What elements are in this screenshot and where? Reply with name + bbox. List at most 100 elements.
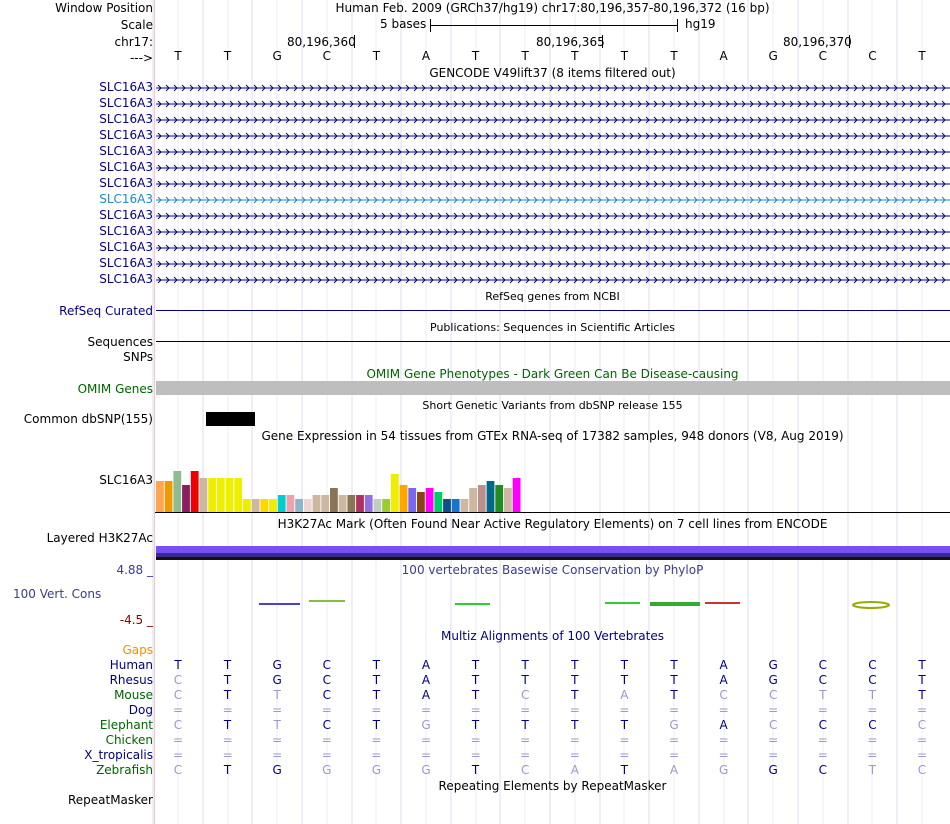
- scale-bar: [430, 25, 677, 26]
- refseq-line[interactable]: [156, 310, 950, 311]
- multiz-aligned-base: G: [371, 763, 382, 777]
- multiz-species-label[interactable]: Chicken: [105, 733, 153, 747]
- multiz-aligned-base: G: [718, 763, 729, 777]
- multiz-aligned-base: =: [867, 733, 878, 747]
- gtex-tissue-bar: [286, 495, 295, 513]
- multiz-aligned-base: C: [868, 718, 877, 732]
- multiz-species-label[interactable]: Human: [109, 658, 153, 672]
- multiz-species-label[interactable]: Dog: [128, 703, 153, 717]
- gtex-title[interactable]: Gene Expression in 54 tissues from GTEx …: [261, 429, 844, 443]
- gencode-transcript-line[interactable]: [155, 259, 950, 269]
- multiz-aligned-base: C: [322, 718, 331, 732]
- gtex-tissue-bar: [451, 499, 460, 513]
- gencode-transcript-line[interactable]: [155, 243, 950, 253]
- gencode-gene-label[interactable]: SLC16A3: [99, 192, 153, 206]
- multiz-title[interactable]: Multiz Alignments of 100 Vertebrates: [440, 629, 665, 643]
- multiz-species-label[interactable]: X_tropicalis: [84, 748, 153, 762]
- gencode-transcript-line[interactable]: [155, 83, 950, 93]
- gencode-gene-label[interactable]: SLC16A3: [99, 272, 153, 286]
- phylop-signal[interactable]: [155, 595, 950, 615]
- gencode-gene-label[interactable]: SLC16A3: [99, 224, 153, 238]
- gencode-transcript-line[interactable]: [155, 227, 950, 237]
- gtex-tissue-bar: [164, 481, 173, 513]
- multiz-species-label[interactable]: Elephant: [99, 718, 153, 732]
- publications-title[interactable]: Publications: Sequences in Scientific Ar…: [430, 321, 675, 334]
- gtex-tissue-bar: [408, 488, 417, 513]
- repeatmasker-label[interactable]: RepeatMasker: [67, 793, 153, 807]
- h3k27ac-signal-band[interactable]: [156, 546, 950, 553]
- gaps-label[interactable]: Gaps: [122, 643, 153, 657]
- multiz-aligned-base: T: [620, 658, 629, 672]
- gtex-bar-chart[interactable]: [155, 443, 535, 513]
- gencode-gene-label[interactable]: SLC16A3: [99, 160, 153, 174]
- snps-label[interactable]: SNPs: [123, 350, 153, 364]
- reference-base: G: [768, 49, 778, 63]
- gencode-gene-label[interactable]: SLC16A3: [99, 144, 153, 158]
- gencode-gene-label[interactable]: SLC16A3: [99, 80, 153, 94]
- gencode-transcript-line[interactable]: [155, 99, 950, 109]
- gencode-gene-label[interactable]: SLC16A3: [99, 176, 153, 190]
- reference-base: C: [818, 49, 827, 63]
- gencode-gene-label[interactable]: SLC16A3: [99, 96, 153, 110]
- multiz-aligned-base: =: [222, 748, 233, 762]
- publications-label[interactable]: Sequences: [87, 335, 153, 349]
- multiz-aligned-base: C: [173, 673, 183, 687]
- h3k27ac-label[interactable]: Layered H3K27Ac: [46, 531, 153, 545]
- multiz-aligned-base: C: [322, 688, 331, 702]
- gencode-gene-label[interactable]: SLC16A3: [99, 256, 153, 270]
- multiz-aligned-base: C: [173, 763, 183, 777]
- multiz-aligned-base: A: [669, 763, 679, 777]
- gencode-transcript-line[interactable]: [155, 275, 950, 285]
- multiz-aligned-base: C: [520, 688, 530, 702]
- repeatmasker-title[interactable]: Repeating Elements by RepeatMasker: [438, 779, 667, 793]
- gencode-transcript-line[interactable]: [155, 115, 950, 125]
- reference-base: T: [372, 49, 381, 63]
- dbsnp-title[interactable]: Short Genetic Variants from dbSNP releas…: [422, 399, 683, 412]
- dbsnp-label[interactable]: Common dbSNP(155): [23, 412, 153, 426]
- gencode-transcript-line[interactable]: [155, 147, 950, 157]
- h3k27ac-signal-base[interactable]: [156, 557, 950, 560]
- multiz-aligned-base: =: [619, 733, 630, 747]
- scale-bar-right-tick: [677, 19, 678, 32]
- multiz-aligned-base: G: [421, 718, 431, 732]
- refseq-title[interactable]: RefSeq genes from NCBI: [485, 290, 620, 303]
- omim-bar[interactable]: [156, 381, 950, 395]
- multiz-aligned-base: =: [520, 703, 531, 717]
- publications-line[interactable]: [156, 341, 950, 342]
- dbsnp-variant-block[interactable]: [206, 412, 255, 426]
- multiz-aligned-base: T: [223, 763, 232, 777]
- gencode-gene-label[interactable]: SLC16A3: [99, 240, 153, 254]
- gencode-transcript-line[interactable]: [155, 131, 950, 141]
- h3k27ac-signal-lower[interactable]: [156, 553, 950, 557]
- gencode-transcript-line[interactable]: [155, 163, 950, 173]
- multiz-aligned-base: =: [718, 733, 729, 747]
- omim-label[interactable]: OMIM Genes: [77, 382, 153, 396]
- cons-label[interactable]: 100 Vert. Cons: [13, 587, 102, 601]
- gtex-tissue-bar: [295, 499, 303, 513]
- gencode-transcript-line[interactable]: [155, 211, 950, 221]
- multiz-species-label[interactable]: Zebrafish: [96, 763, 153, 777]
- multiz-aligned-base: T: [521, 718, 529, 732]
- h3k27ac-title[interactable]: H3K27Ac Mark (Often Found Near Active Re…: [277, 517, 828, 531]
- multiz-aligned-base: T: [372, 718, 381, 732]
- gencode-gene-label[interactable]: SLC16A3: [99, 112, 153, 126]
- multiz-species-label[interactable]: Mouse: [114, 688, 153, 702]
- multiz-aligned-base: =: [718, 748, 729, 762]
- multiz-aligned-base: T: [471, 718, 480, 732]
- gtex-tissue-bar: [243, 499, 251, 513]
- gencode-title[interactable]: GENCODE V49lift37 (8 items filtered out): [429, 66, 676, 80]
- cons-title[interactable]: 100 vertebrates Basewise Conservation by…: [401, 563, 704, 577]
- refseq-label[interactable]: RefSeq Curated: [59, 304, 153, 318]
- gencode-transcript-line[interactable]: [155, 179, 950, 189]
- gencode-gene-label[interactable]: SLC16A3: [99, 128, 153, 142]
- gtex-tissue-bar: [399, 485, 408, 513]
- multiz-aligned-base: T: [620, 673, 629, 687]
- omim-title[interactable]: OMIM Gene Phenotypes - Dark Green Can Be…: [366, 367, 739, 381]
- gencode-gene-label[interactable]: SLC16A3: [99, 208, 153, 222]
- multiz-aligned-base: =: [520, 733, 531, 747]
- gencode-transcript-line[interactable]: [155, 195, 950, 205]
- multiz-aligned-base: T: [620, 718, 629, 732]
- gtex-gene-label[interactable]: SLC16A3: [99, 473, 153, 487]
- cons-min-label: -4.5 _: [119, 613, 153, 627]
- multiz-species-label[interactable]: Rhesus: [109, 673, 153, 687]
